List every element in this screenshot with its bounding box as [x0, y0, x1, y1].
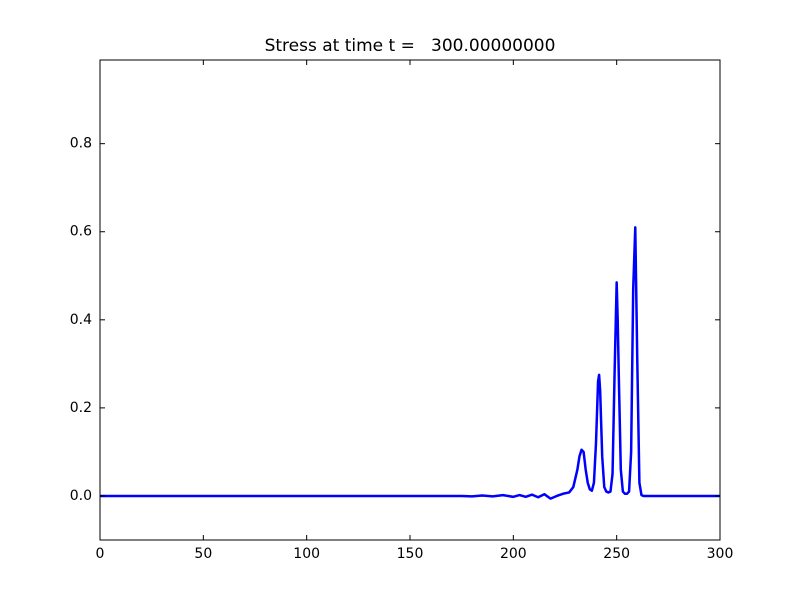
x-tick-label: 0	[96, 546, 105, 562]
y-tick-label: 0.4	[70, 312, 92, 328]
x-tick-label: 100	[293, 546, 320, 562]
y-tick-label: 0.6	[70, 224, 92, 240]
x-tick-label: 300	[707, 546, 734, 562]
x-tick-label: 250	[603, 546, 630, 562]
x-tick-label: 50	[194, 546, 212, 562]
chart-title: Stress at time t = 300.00000000	[265, 36, 556, 56]
x-tick-label: 200	[500, 546, 527, 562]
y-tick-label: 0.2	[70, 400, 92, 416]
y-tick-label: 0.8	[70, 136, 92, 152]
data-line	[100, 226, 720, 500]
y-tick-label: 0.0	[70, 488, 92, 504]
x-tick-label: 150	[397, 546, 424, 562]
